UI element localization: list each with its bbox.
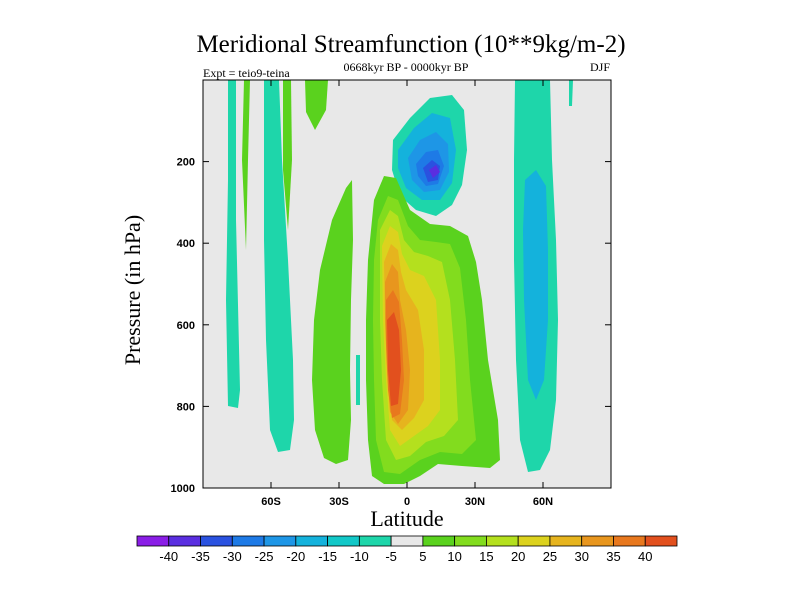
colorbar-label: 15 xyxy=(479,549,493,564)
contour-sh-green-top xyxy=(305,80,328,130)
chart-title: Meridional Streamfunction (10**9kg/m-2) xyxy=(196,31,625,58)
y-tick-label: 600 xyxy=(177,320,195,332)
colorbar-label: 20 xyxy=(511,549,525,564)
contour-60s-band xyxy=(264,80,294,452)
colorbar-swatch xyxy=(390,535,424,547)
colorbar-swatch xyxy=(295,535,328,547)
colorbar-label: 30 xyxy=(574,549,588,564)
contour-sh-thin-band xyxy=(226,80,240,408)
y-tick-label: 800 xyxy=(177,401,195,413)
x-tick-label: 60S xyxy=(261,496,281,508)
colorbar-label: -25 xyxy=(255,549,274,564)
contour-sh-green-streak xyxy=(283,80,292,230)
colorbar-swatch xyxy=(644,535,678,547)
contour-30s-band xyxy=(312,180,353,464)
contour-sh-tiny-band xyxy=(242,80,250,250)
x-axis-label: Latitude xyxy=(370,506,443,531)
colorbar-swatch xyxy=(136,535,170,547)
experiment-note: Expt = teio9-teina xyxy=(203,66,290,80)
axes: 60S 30S 0 30N 60N 200 400 600 800 1000 xyxy=(171,80,611,508)
contour-60n-band-inner xyxy=(523,170,548,400)
colorbar-swatch xyxy=(549,535,583,547)
colorbar-label: 35 xyxy=(606,549,620,564)
colorbar-label: -30 xyxy=(223,549,242,564)
colorbar: -40 -35 -30 -25 -20 -15 -10 -5 5 10 15 20 25 30 35 40 xyxy=(136,535,678,564)
colorbar-swatch xyxy=(231,535,265,547)
colorbar-swatch xyxy=(454,535,487,547)
chart-subtitle: 0668kyr BP - 0000kyr BP xyxy=(344,60,469,74)
y-axis-label: Pressure (in hPa) xyxy=(120,215,145,365)
colorbar-swatch xyxy=(263,535,297,547)
contour-upper-cell-core xyxy=(429,165,440,178)
contour-30s-teal-streak xyxy=(356,355,360,405)
x-tick-label: 30N xyxy=(465,496,485,508)
colorbar-swatch xyxy=(581,535,614,547)
colorbar-swatch xyxy=(168,535,201,547)
y-tick-label: 400 xyxy=(177,238,195,250)
colorbar-swatch xyxy=(613,535,646,547)
contour-60n-streak xyxy=(569,80,573,106)
colorbar-label: -15 xyxy=(318,549,337,564)
colorbar-swatch xyxy=(200,535,233,547)
colorbar-label: 25 xyxy=(543,549,557,564)
colorbar-label: -35 xyxy=(191,549,210,564)
colorbar-label: 10 xyxy=(447,549,461,564)
contour-fills xyxy=(226,80,573,484)
colorbar-label: -20 xyxy=(286,549,305,564)
colorbar-swatch xyxy=(486,535,519,547)
x-tick-label: 60N xyxy=(533,496,553,508)
season-note: DJF xyxy=(590,60,610,74)
contour-tropical-core xyxy=(387,312,401,406)
colorbar-swatch xyxy=(358,535,392,547)
x-tick-label: 30S xyxy=(329,496,349,508)
colorbar-swatch xyxy=(422,535,456,547)
colorbar-swatch xyxy=(327,535,360,547)
y-tick-label: 200 xyxy=(177,157,195,169)
colorbar-label: -10 xyxy=(350,549,369,564)
colorbar-swatch xyxy=(517,535,551,547)
colorbar-label: -5 xyxy=(385,549,397,564)
x-tick-label: 0 xyxy=(404,496,410,508)
colorbar-label: -40 xyxy=(159,549,178,564)
colorbar-label: 5 xyxy=(419,549,426,564)
y-tick-label: 1000 xyxy=(171,483,195,495)
colorbar-label: 40 xyxy=(638,549,652,564)
